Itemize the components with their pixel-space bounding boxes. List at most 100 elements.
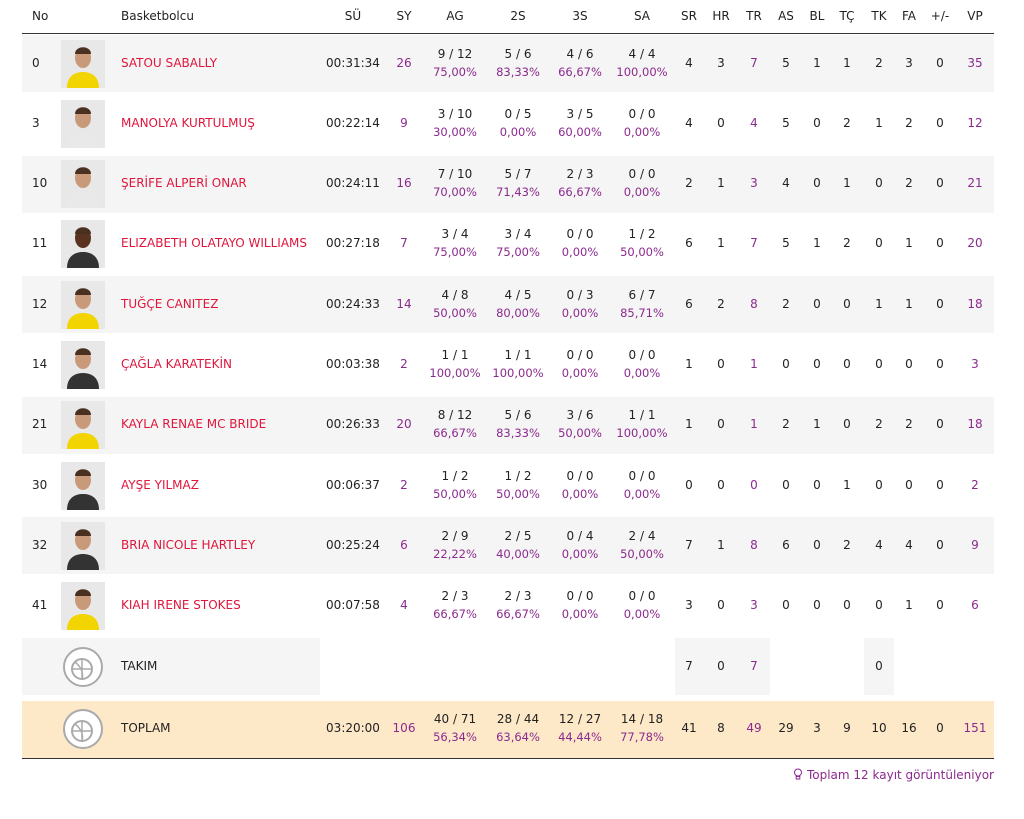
player-name: KIAH IRENE STOKES bbox=[121, 598, 241, 613]
stat-cell: 4 bbox=[750, 115, 758, 130]
shot-pct: 0,00% bbox=[623, 366, 661, 380]
shot-pct: 0,00% bbox=[561, 607, 599, 622]
column-header: TÇ bbox=[839, 9, 855, 23]
shot-count: 4 / 6 bbox=[566, 46, 594, 61]
stat-cell: 4 bbox=[905, 537, 913, 552]
stat-cell: 41 bbox=[681, 720, 697, 735]
stat-cell: 2 bbox=[905, 115, 913, 130]
stat-cell: 9 bbox=[971, 537, 979, 552]
stat-cell: 0 bbox=[813, 477, 821, 492]
stat-cell: 6 bbox=[685, 296, 693, 311]
column-header: AG bbox=[446, 9, 464, 23]
stat-cell: 29 bbox=[778, 720, 794, 735]
stat-cell: 1 bbox=[717, 176, 725, 191]
column-header: FA bbox=[901, 9, 917, 23]
stat-cell: 9 bbox=[400, 115, 408, 130]
stat-cell: 00:24:33 bbox=[326, 296, 380, 311]
column-header: HR bbox=[712, 9, 730, 23]
player-name: ELIZABETH OLATAYO WILLIAMS bbox=[121, 236, 308, 251]
column-header: 3S bbox=[572, 9, 588, 23]
stat-cell: 0 bbox=[936, 720, 944, 735]
shot-count: 1 / 2 bbox=[441, 468, 469, 483]
shot-count: 2 / 3 bbox=[504, 589, 532, 604]
stat-cell: 2 bbox=[843, 236, 851, 251]
stat-cell: 3 bbox=[750, 598, 758, 613]
stat-cell: 1 bbox=[717, 537, 725, 552]
stat-cell: 8 bbox=[750, 296, 758, 311]
shot-pct: 0,00% bbox=[561, 305, 599, 320]
shot-pct: 0,00% bbox=[623, 124, 661, 139]
stat-cell: 3 bbox=[905, 55, 913, 70]
stat-cell: 0 bbox=[717, 417, 725, 432]
row-label: TOPLAM bbox=[121, 720, 171, 735]
stat-cell: 0 bbox=[813, 296, 821, 311]
stat-cell: 1 bbox=[905, 296, 913, 311]
stat-cell: 7 bbox=[750, 236, 758, 251]
column-header: No bbox=[32, 9, 49, 23]
shot-pct: 100,00% bbox=[616, 426, 668, 441]
shot-count: 7 / 10 bbox=[437, 167, 473, 182]
player-photo bbox=[61, 341, 105, 389]
stat-cell: 4 bbox=[782, 176, 790, 191]
player-number: 10 bbox=[32, 176, 48, 191]
stat-cell: 2 bbox=[685, 176, 693, 191]
shot-count: 0 / 3 bbox=[566, 287, 594, 302]
column-header: TK bbox=[871, 9, 887, 23]
stat-cell: 1 bbox=[875, 296, 883, 311]
stat-cell: 0 bbox=[843, 357, 851, 371]
player-name: TUĞÇE CANITEZ bbox=[121, 296, 219, 311]
stat-cell: 7 bbox=[685, 537, 693, 552]
stat-cell: 0 bbox=[717, 598, 725, 613]
shot-count: 0 / 0 bbox=[628, 468, 656, 483]
shot-count: 4 / 4 bbox=[628, 46, 656, 61]
stat-cell: 2 bbox=[843, 537, 851, 552]
stat-cell: 0 bbox=[717, 658, 725, 673]
player-number: 14 bbox=[32, 357, 48, 371]
stat-cell: 0 bbox=[936, 357, 944, 371]
stat-cell: 20 bbox=[967, 236, 983, 251]
stat-cell: 0 bbox=[717, 115, 725, 130]
stat-cell: 7 bbox=[685, 658, 693, 673]
shot-pct: 100,00% bbox=[429, 366, 481, 380]
stat-cell: 0 bbox=[813, 598, 821, 613]
stat-cell: 0 bbox=[936, 598, 944, 613]
shot-count: 2 / 4 bbox=[628, 528, 656, 543]
stat-cell: 18 bbox=[967, 296, 983, 311]
shot-count: 1 / 1 bbox=[628, 408, 656, 423]
row-bg bbox=[22, 396, 994, 454]
stat-cell: 0 bbox=[936, 477, 944, 492]
stat-cell: 16 bbox=[901, 720, 917, 735]
stat-cell: 8 bbox=[717, 720, 725, 735]
stat-cell: 6 bbox=[685, 236, 693, 251]
column-header: SY bbox=[396, 9, 412, 23]
shot-count: 0 / 0 bbox=[628, 589, 656, 604]
stat-cell: 2 bbox=[782, 296, 790, 311]
shot-count: 2 / 3 bbox=[441, 589, 469, 604]
stat-cell: 1 bbox=[843, 477, 851, 492]
row-bg bbox=[864, 638, 894, 695]
shot-count: 5 / 6 bbox=[504, 46, 532, 61]
stat-cell: 0 bbox=[813, 537, 821, 552]
stat-cell: 106 bbox=[392, 720, 416, 735]
player-name: ŞERİFE ALPERİ ONAR bbox=[121, 176, 247, 191]
column-header: +/- bbox=[930, 9, 950, 23]
stat-cell: 151 bbox=[963, 720, 987, 735]
shot-count: 14 / 18 bbox=[620, 711, 664, 726]
bulb-icon bbox=[793, 768, 802, 780]
total-row-bg bbox=[22, 701, 994, 760]
column-header: VP bbox=[967, 9, 983, 23]
shot-pct: 80,00% bbox=[496, 305, 540, 320]
shot-pct: 66,67% bbox=[558, 185, 602, 200]
shot-pct: 85,71% bbox=[620, 305, 664, 320]
shot-count: 0 / 4 bbox=[566, 528, 594, 543]
player-number: 0 bbox=[32, 55, 40, 70]
player-photo bbox=[61, 461, 105, 510]
player-number: 21 bbox=[32, 417, 48, 432]
shot-count: 2 / 3 bbox=[566, 167, 594, 182]
stat-cell: 21 bbox=[967, 176, 983, 191]
column-header: TR bbox=[746, 9, 762, 23]
stat-cell: 4 bbox=[685, 115, 693, 130]
stat-cell: 7 bbox=[750, 55, 758, 70]
stat-cell: 5 bbox=[782, 55, 790, 70]
shot-pct: 0,00% bbox=[561, 486, 599, 501]
